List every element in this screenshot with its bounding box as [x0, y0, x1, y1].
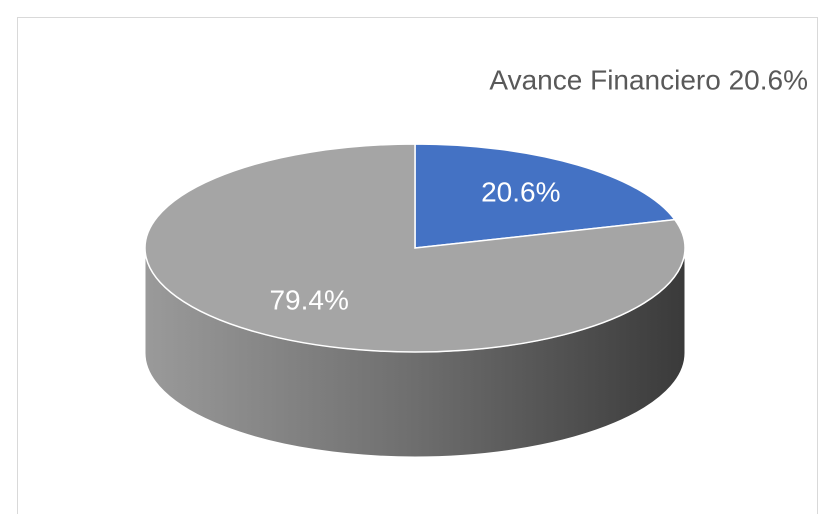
chart-title: Avance Financiero 20.6% — [489, 64, 808, 95]
data-label: 79.4% — [269, 284, 348, 315]
data-label: 20.6% — [481, 176, 560, 207]
pie-slice — [414, 143, 677, 249]
pie-slice — [144, 143, 686, 353]
